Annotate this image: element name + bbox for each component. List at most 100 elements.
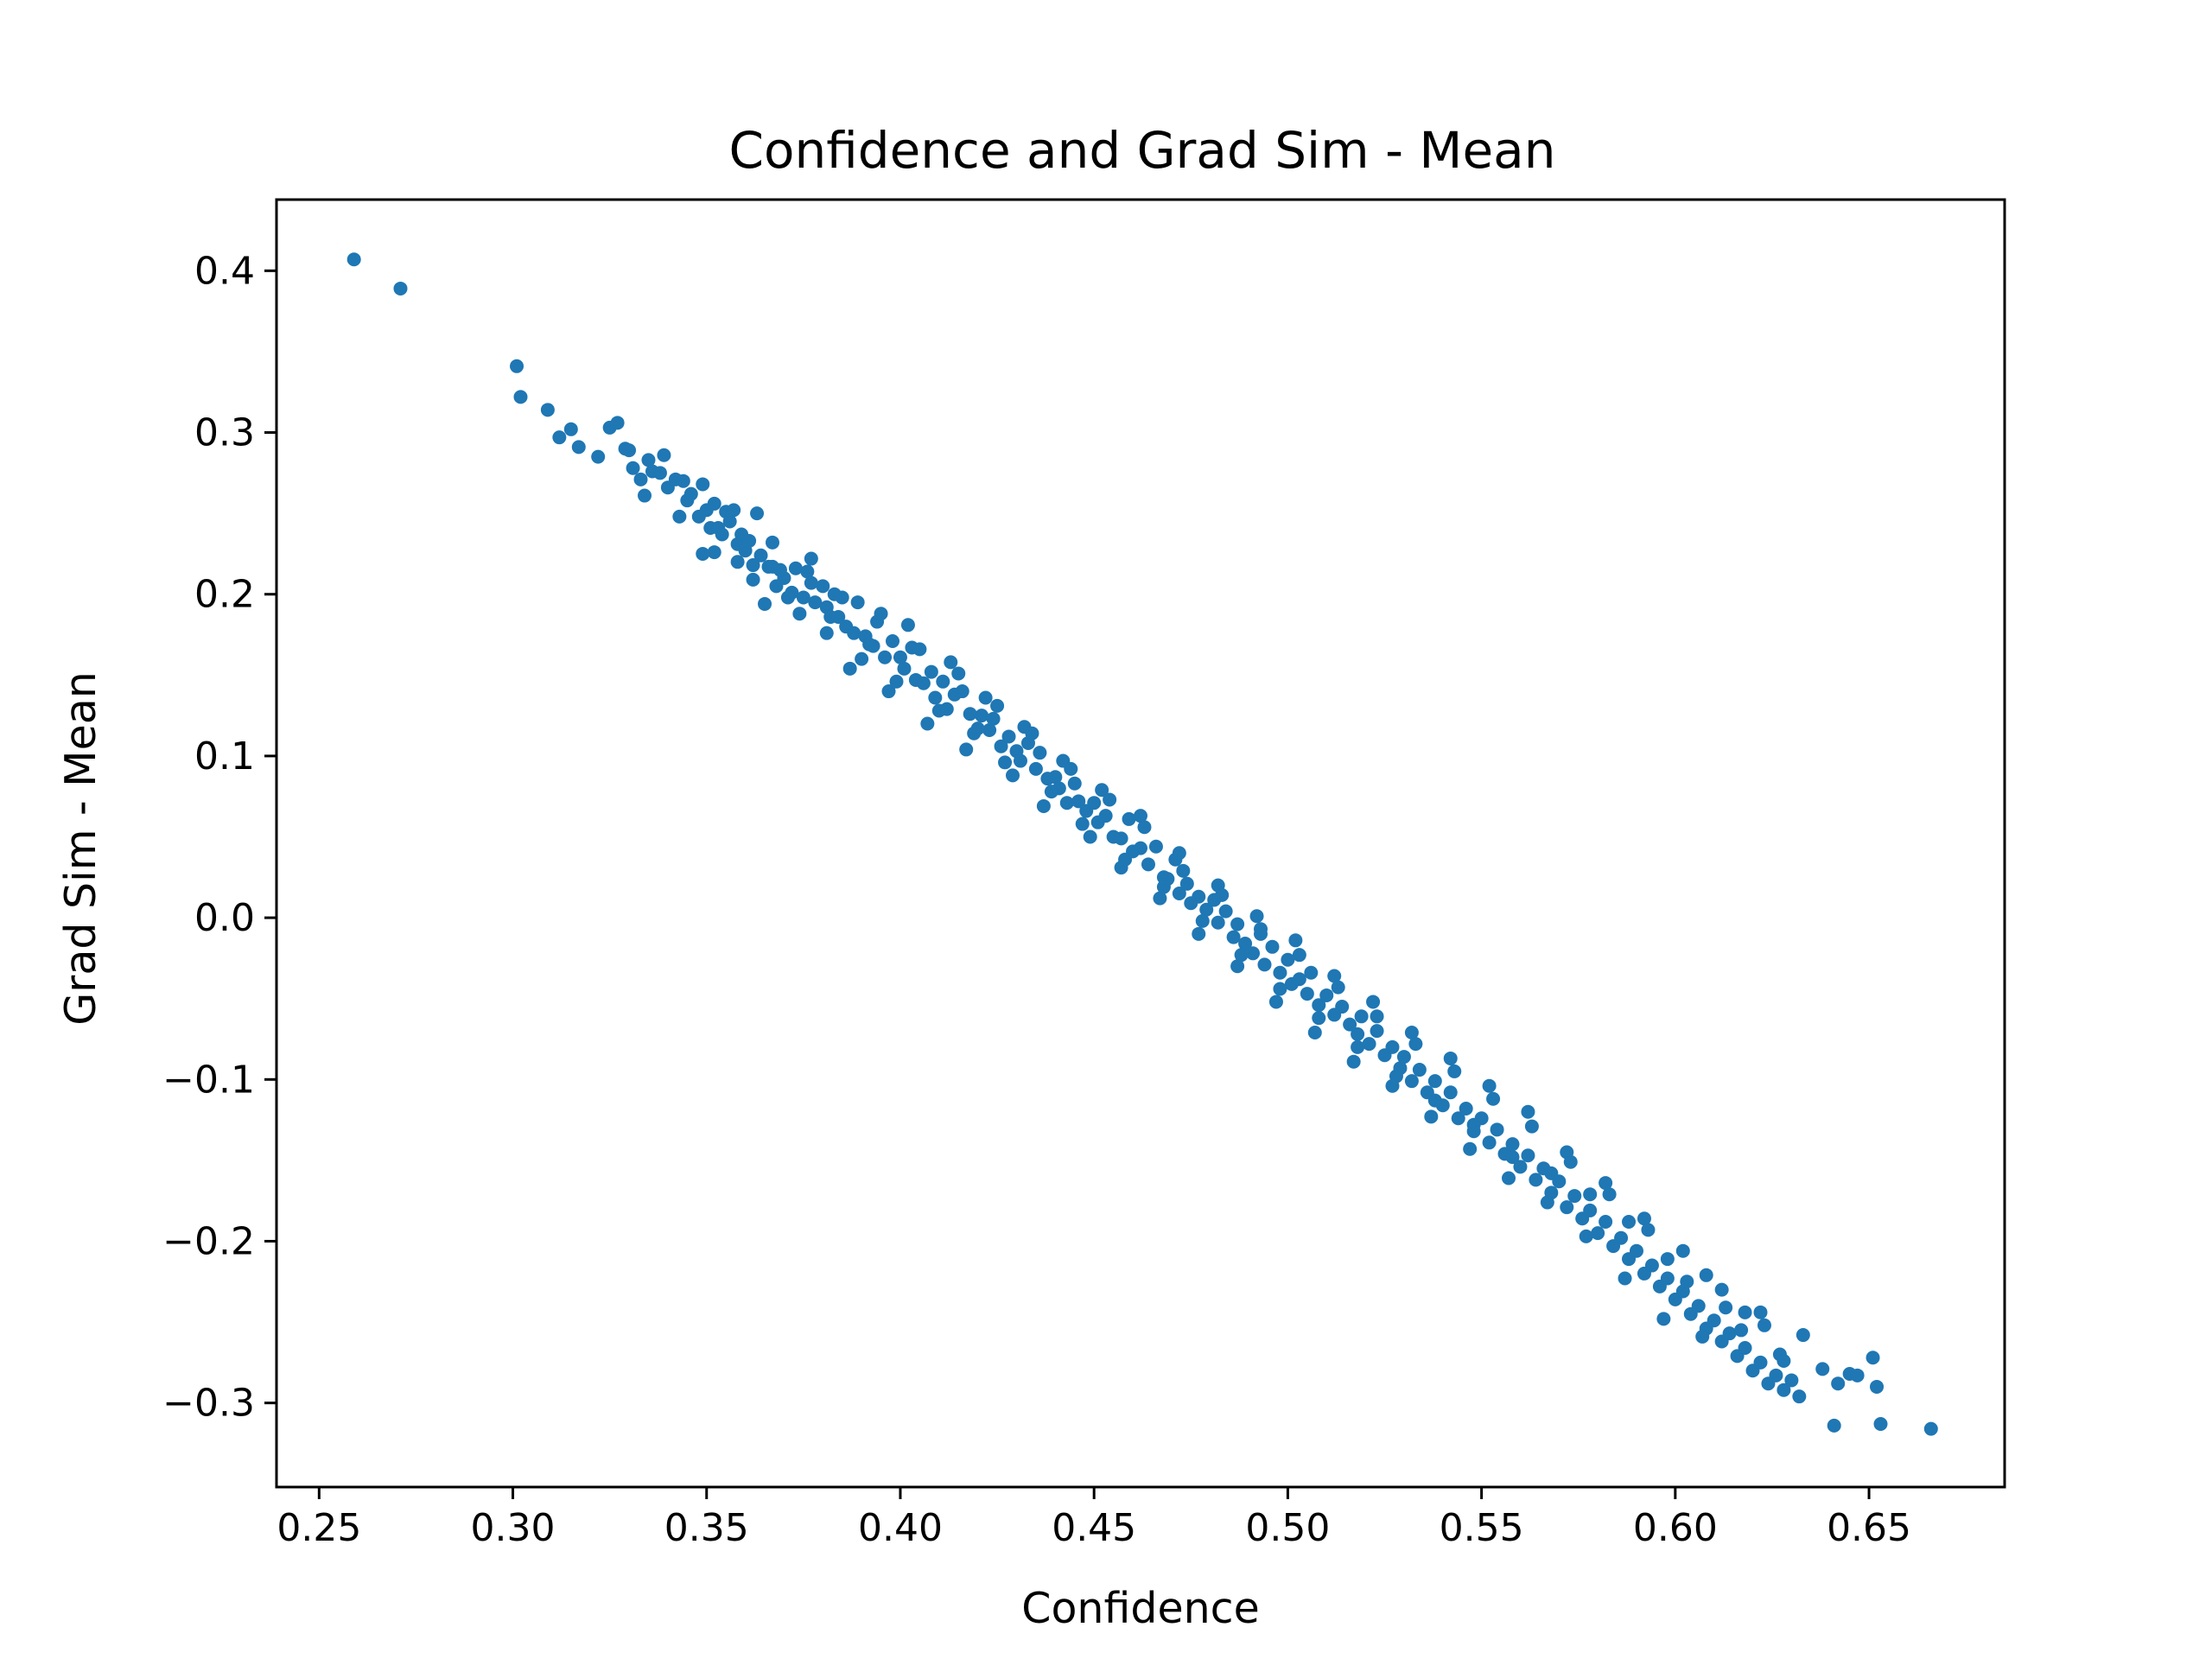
scatter-point-0-114 [1257, 957, 1272, 972]
scatter-point-0-309 [1757, 1318, 1771, 1332]
scatter-point-0-128 [1354, 1009, 1369, 1024]
x-tick-label-8: 0.65 [1827, 1506, 1911, 1550]
scatter-point-0-129 [1362, 1037, 1376, 1052]
y-tick-label-2: −0.1 [162, 1058, 255, 1102]
scatter-point-0-132 [1385, 1039, 1400, 1054]
scatter-point-0-302 [1622, 1215, 1637, 1230]
scatter-point-0-111 [1238, 937, 1253, 951]
scatter-point-0-164 [1629, 1243, 1643, 1258]
scatter-point-0-196 [772, 563, 787, 577]
scatter-point-0-74 [994, 739, 1008, 753]
scatter-point-0-1 [393, 281, 408, 296]
scatter-point-0-210 [1036, 798, 1051, 813]
scatter-point-0-105 [1199, 902, 1214, 917]
scatter-point-0-109 [1226, 930, 1241, 944]
scatter-point-0-142 [1459, 1101, 1473, 1116]
scatter-point-0-116 [1273, 965, 1287, 980]
scatter-point-0-289 [1370, 1009, 1384, 1024]
scatter-point-0-42 [788, 561, 803, 575]
scatter-point-0-206 [959, 742, 974, 757]
scatter-point-0-140 [1443, 1085, 1458, 1100]
scatter-point-0-207 [978, 690, 993, 705]
scatter-point-0-241 [1637, 1211, 1651, 1226]
scatter-point-0-186 [1831, 1376, 1846, 1391]
scatter-point-0-46 [816, 579, 830, 594]
scatter-point-0-58 [893, 650, 907, 664]
scatter-point-0-93 [1122, 811, 1136, 826]
scatter-point-0-92 [1114, 831, 1128, 846]
scatter-point-0-65 [936, 674, 950, 689]
y-tick-label-4: 0.1 [194, 734, 255, 779]
scatter-point-0-188 [1866, 1351, 1880, 1365]
scatter-point-0-236 [1540, 1195, 1554, 1210]
scatter-point-0-195 [758, 596, 772, 611]
scatter-point-0-212 [1075, 817, 1090, 831]
scatter-point-0-138 [1427, 1074, 1442, 1089]
scatter-point-0-282 [1234, 948, 1249, 963]
scatter-point-0-43 [796, 590, 810, 605]
scatter-point-0-193 [707, 545, 721, 560]
scatter-point-0-56 [878, 650, 893, 664]
scatter-point-0-226 [1346, 1054, 1361, 1069]
scatter-point-0-172 [1691, 1299, 1706, 1313]
scatter-point-0-79 [1028, 761, 1043, 776]
scatter-point-0-155 [1560, 1200, 1574, 1215]
x-tick-label-1: 0.30 [471, 1506, 556, 1550]
scatter-point-0-245 [1714, 1282, 1729, 1297]
scatter-point-0-308 [1738, 1305, 1752, 1319]
scatter-point-0-20 [676, 474, 690, 488]
scatter-point-0-201 [862, 637, 877, 652]
scatter-point-0-312 [1815, 1362, 1830, 1376]
scatter-point-0-277 [1137, 820, 1152, 835]
scatter-point-0-306 [1699, 1268, 1713, 1282]
scatter-point-0-6 [563, 422, 578, 436]
scatter-point-0-77 [1013, 753, 1027, 768]
scatter-point-0-190 [1873, 1417, 1888, 1431]
scatter-point-0-260 [819, 626, 834, 640]
scatter-points [346, 252, 1938, 1436]
scatter-point-0-96 [1141, 857, 1155, 872]
scatter-point-0-265 [912, 642, 927, 657]
scatter-point-0-146 [1490, 1122, 1504, 1137]
scatter-point-0-2 [510, 359, 524, 373]
chart-title: Confidence and Grad Sim - Mean [729, 121, 1556, 180]
scatter-point-0-4 [540, 403, 555, 417]
scatter-point-0-12 [622, 443, 637, 458]
scatter-point-0-254 [711, 520, 726, 535]
y-tick-label-1: −0.2 [162, 1219, 255, 1263]
x-tick-label-3: 0.40 [858, 1506, 943, 1550]
scatter-point-0-252 [680, 493, 695, 508]
scatter-point-0-182 [1769, 1368, 1783, 1382]
scatter-point-0-5 [552, 430, 567, 445]
scatter-point-0-203 [900, 618, 915, 632]
scatter-point-0-311 [1796, 1328, 1810, 1343]
scatter-point-0-108 [1218, 904, 1233, 918]
scatter-point-0-159 [1591, 1226, 1605, 1241]
scatter-point-0-123 [1319, 988, 1334, 1002]
x-tick-label-2: 0.35 [664, 1506, 749, 1550]
scatter-point-0-229 [1404, 1026, 1419, 1040]
scatter-point-0-224 [1307, 1026, 1322, 1040]
scatter-point-0-120 [1300, 987, 1314, 1001]
scatter-point-0-298 [1544, 1166, 1559, 1180]
scatter-point-0-251 [657, 448, 671, 462]
scatter-point-0-288 [1351, 1039, 1365, 1054]
scatter-point-0-36 [753, 548, 768, 563]
scatter-point-0-13 [626, 461, 640, 475]
scatter-point-0-44 [800, 564, 815, 579]
x-tick-label-7: 0.60 [1633, 1506, 1718, 1550]
scatter-point-0-278 [1156, 880, 1171, 894]
scatter-point-0-276 [1118, 852, 1133, 867]
scatter-point-0-121 [1304, 965, 1319, 980]
scatter-point-0-82 [1048, 770, 1063, 785]
scatter-point-0-7 [571, 440, 586, 454]
scatter-point-0-150 [1521, 1148, 1535, 1163]
scatter-point-0-64 [928, 690, 943, 705]
scatter-point-0-304 [1660, 1252, 1675, 1267]
scatter-point-0-180 [1753, 1355, 1768, 1370]
scatter-point-0-227 [1366, 995, 1381, 1009]
scatter-point-0-262 [855, 652, 869, 666]
scatter-point-0-223 [1288, 933, 1303, 948]
scatter-point-0-197 [792, 607, 807, 621]
scatter-point-0-225 [1327, 969, 1342, 983]
